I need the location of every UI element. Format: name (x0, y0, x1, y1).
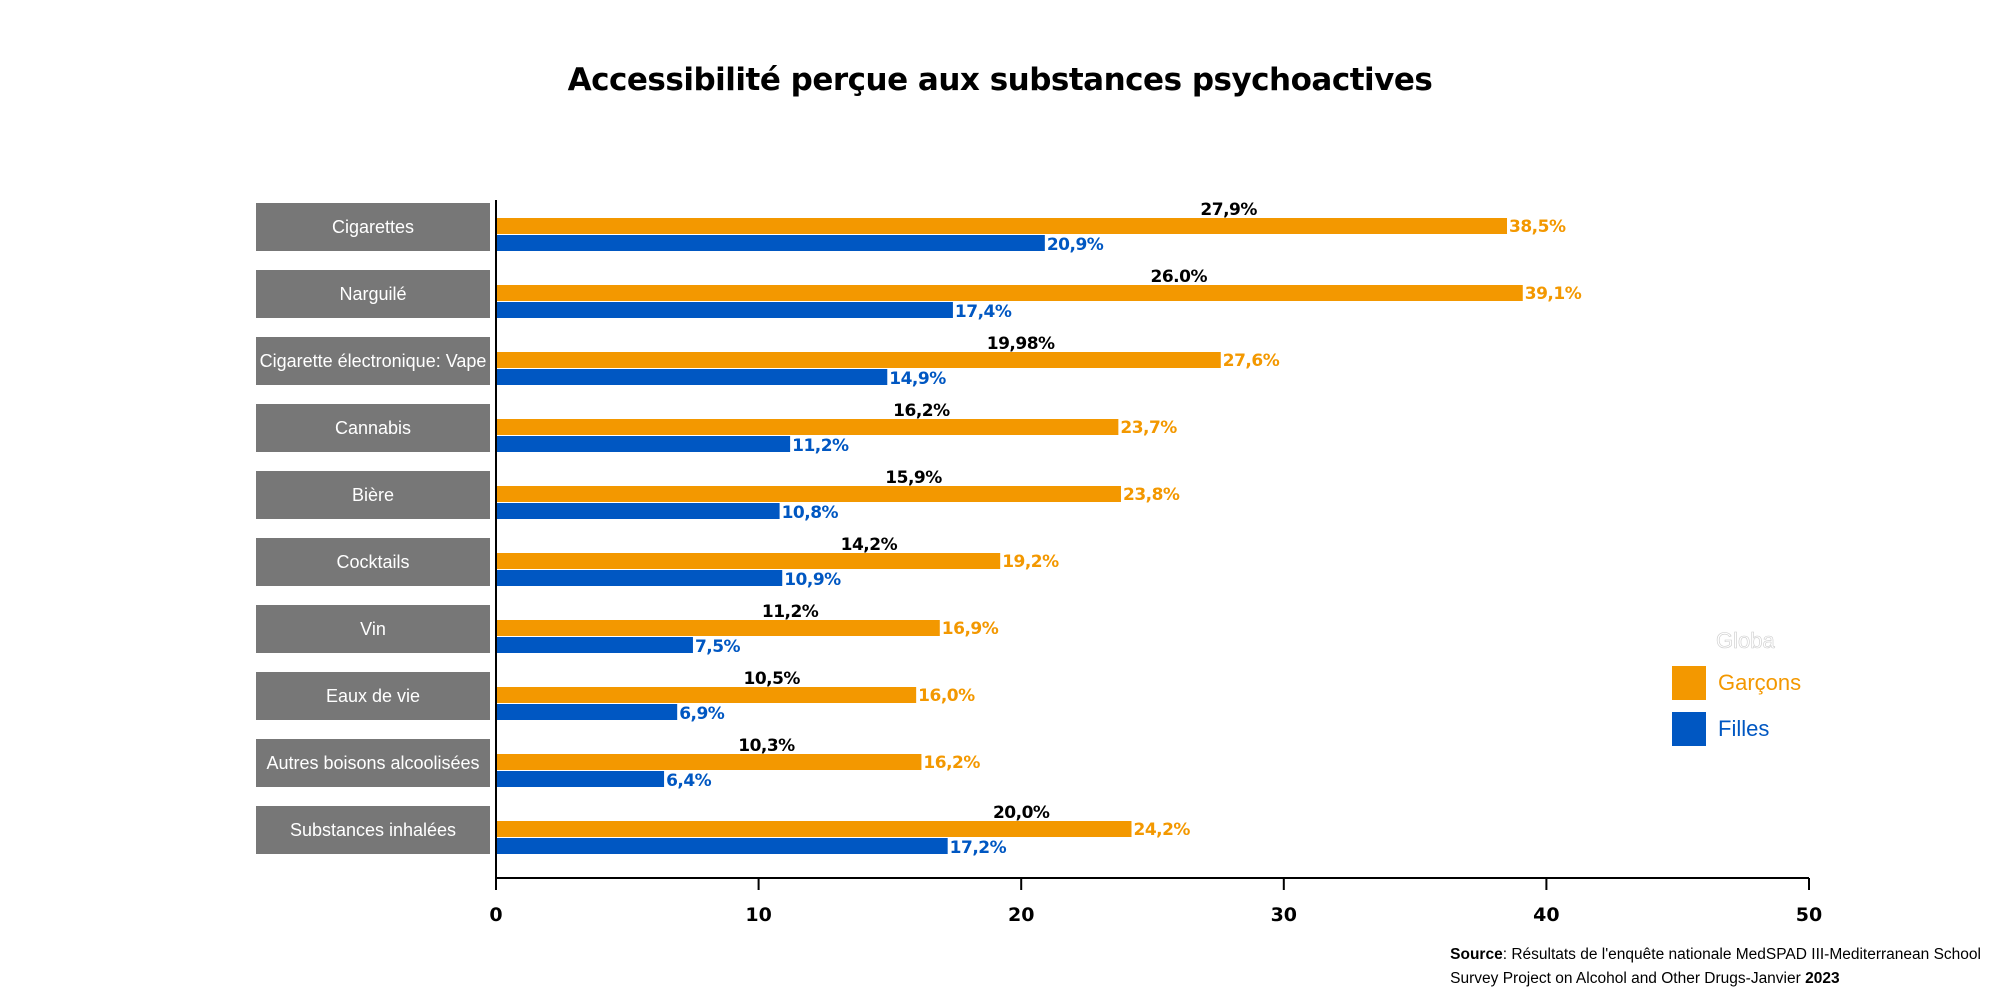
data-label-filles: 10,9% (784, 570, 841, 590)
chart-title: Accessibilité perçue aux substances psyc… (567, 62, 1433, 98)
data-label-global: 26.0% (1151, 267, 1208, 287)
data-label-filles: 17,4% (955, 302, 1012, 322)
data-label-global: 27,9% (1200, 200, 1257, 220)
data-label-global: 11,2% (762, 602, 819, 622)
bar-filles (496, 570, 783, 586)
category-label: Substances inhalées (256, 806, 490, 854)
bar-filles (496, 637, 693, 653)
bar-garcons (496, 821, 1132, 837)
category-label: Cocktails (256, 538, 490, 586)
bar-filles (496, 704, 678, 720)
legend-label-filles: Filles (1718, 716, 1770, 741)
category-label: Eaux de vie (256, 672, 490, 720)
source-bold: Source (1450, 946, 1503, 963)
x-tick-label: 20 (1008, 904, 1034, 926)
legend-swatch-filles (1672, 712, 1706, 746)
bar-garcons (496, 553, 1001, 569)
bar-garcons (496, 486, 1121, 502)
bar-garcons (496, 687, 917, 703)
bar-garcons (496, 754, 922, 770)
data-label-garcons: 39,1% (1525, 284, 1582, 304)
bar-garcons (496, 352, 1221, 368)
data-label-garcons: 24,2% (1133, 820, 1190, 840)
legend-title: Globa (1716, 628, 1775, 654)
category-label: Cigarette électronique: Vape (256, 337, 490, 385)
bar-filles (496, 436, 791, 452)
category-label: Autres boisons alcoolisées (256, 739, 490, 787)
data-label-garcons: 16,2% (923, 753, 980, 773)
data-label-garcons: 27,6% (1223, 351, 1280, 371)
data-label-filles: 6,4% (666, 771, 712, 791)
source-note: Source: Résultats de l'enquête nationale… (1450, 943, 1981, 991)
category-label: Cannabis (256, 404, 490, 452)
data-label-filles: 17,2% (950, 838, 1007, 858)
category-label: Cigarettes (256, 203, 490, 251)
category-label: Narguilé (256, 270, 490, 318)
category-label: Vin (256, 605, 490, 653)
data-label-global: 10,5% (743, 669, 800, 689)
x-tick-label: 10 (745, 904, 771, 926)
data-label-filles: 10,8% (782, 503, 839, 523)
data-label-garcons: 19,2% (1002, 552, 1059, 572)
data-label-global: 16,2% (893, 401, 950, 421)
bar-garcons (496, 218, 1508, 234)
bar-garcons (496, 419, 1119, 435)
data-label-filles: 14,9% (889, 369, 946, 389)
data-label-filles: 11,2% (792, 436, 849, 456)
bar-filles (496, 503, 780, 519)
x-tick-label: 50 (1796, 904, 1822, 926)
bar-filles (496, 771, 665, 787)
data-label-filles: 6,9% (679, 704, 725, 724)
data-label-garcons: 16,0% (918, 686, 975, 706)
category-label: Bière (256, 471, 490, 519)
bar-filles (496, 235, 1045, 251)
x-tick-label: 40 (1533, 904, 1559, 926)
data-label-garcons: 16,9% (942, 619, 999, 639)
data-label-global: 19,98% (987, 334, 1055, 354)
x-tick-label: 30 (1271, 904, 1297, 926)
data-label-garcons: 38,5% (1509, 217, 1566, 237)
bar-garcons (496, 285, 1523, 301)
bar-filles (496, 369, 888, 385)
source-line2: Survey Project on Alcohol and Other Drug… (1450, 970, 1806, 987)
legend-label-garcons: Garçons (1718, 670, 1802, 695)
source-year: 2023 (1805, 970, 1840, 987)
x-tick-label: 0 (489, 904, 502, 926)
data-label-garcons: 23,7% (1120, 418, 1177, 438)
data-label-filles: 20,9% (1047, 235, 1104, 255)
data-label-global: 14,2% (841, 535, 898, 555)
source-line1: : Résultats de l'enquête nationale MedSP… (1502, 946, 1981, 963)
data-label-global: 15,9% (885, 468, 942, 488)
data-label-filles: 7,5% (695, 637, 741, 657)
bar-filles (496, 838, 948, 854)
bar-garcons (496, 620, 940, 636)
bar-filles (496, 302, 953, 318)
data-label-garcons: 23,8% (1123, 485, 1180, 505)
data-label-global: 20,0% (993, 803, 1050, 823)
data-label-global: 10,3% (738, 736, 795, 756)
legend-swatch-garcons (1672, 666, 1706, 700)
